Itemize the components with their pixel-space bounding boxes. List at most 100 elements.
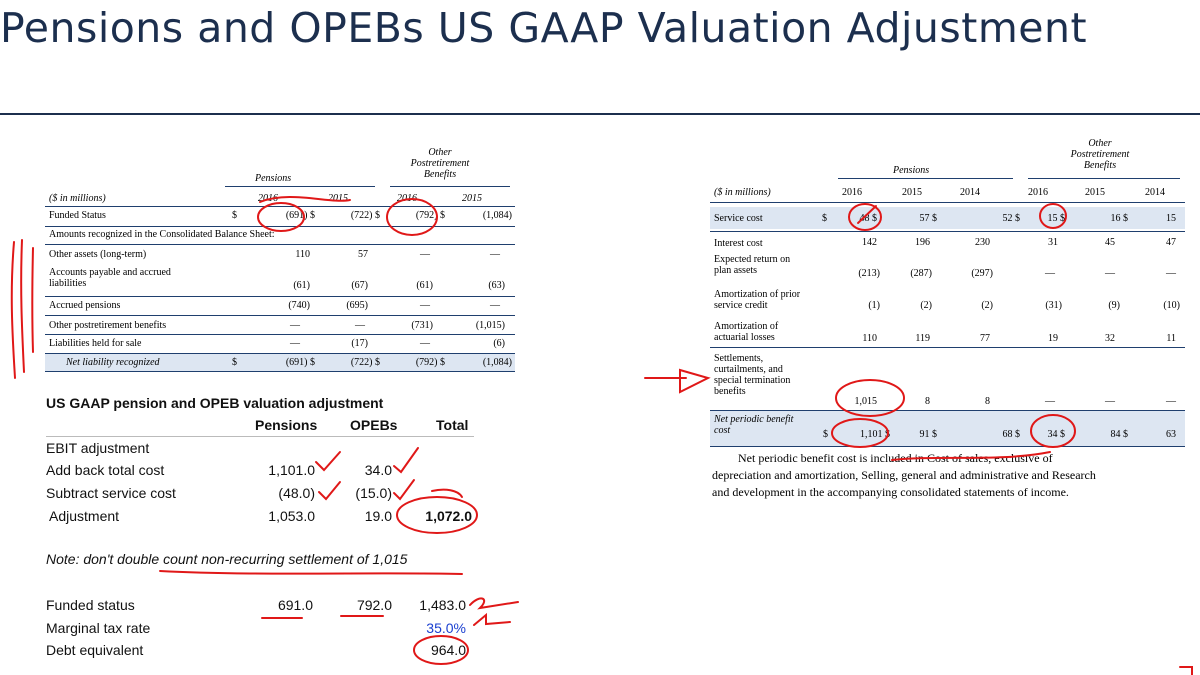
cell: (61)	[293, 280, 310, 291]
cell: (9)	[1108, 300, 1120, 311]
title-rule	[0, 113, 1200, 115]
cell: 52 $	[1002, 213, 1021, 224]
cell: 31	[1048, 237, 1058, 248]
cell: (1,084)	[482, 210, 512, 221]
cell: —	[420, 249, 430, 260]
row-rule	[45, 296, 515, 297]
net-cost-row-bg	[710, 410, 1185, 446]
row-label: Subtract service cost	[46, 485, 176, 501]
cell: (297)	[971, 268, 993, 279]
cell: (691) $	[285, 210, 315, 221]
cell: (1,084)	[482, 357, 512, 368]
cell: 1,101 $	[860, 429, 890, 440]
bracket-mark	[31, 247, 34, 353]
cell: (792) $	[415, 357, 445, 368]
cell: 57 $	[919, 213, 938, 224]
row-rule	[710, 410, 1185, 411]
year-header: 2014	[1145, 187, 1165, 198]
cell: 19.0	[364, 508, 392, 524]
settlement-note: Note: don't double count non-recurring s…	[46, 551, 408, 567]
cell: —	[1045, 268, 1055, 279]
cell: $	[822, 213, 827, 224]
header-rule	[390, 186, 510, 187]
year-header: 2014	[960, 187, 980, 198]
cell: —	[420, 338, 430, 349]
row-label: Add back total cost	[46, 462, 165, 478]
row-rule	[710, 446, 1185, 447]
row-label: Settlements, curtailments, and special t…	[714, 353, 790, 397]
row-rule	[45, 334, 515, 335]
unit-label: ($ in millions)	[49, 193, 106, 204]
corner-mark	[1179, 666, 1193, 675]
row-label-line: benefits	[714, 386, 746, 397]
header-line: Other	[428, 147, 452, 158]
row-label: Accounts payable and accrued liabilities	[49, 267, 171, 289]
row-rule	[710, 347, 1185, 348]
cell: 15 $	[1047, 213, 1066, 224]
row-label-line: special termination	[714, 375, 791, 386]
row-label-line: Amortization of	[714, 321, 779, 332]
year-header: 2015	[902, 187, 922, 198]
column-header-opebs: OPEBs	[350, 417, 398, 433]
row-label-line: Settlements,	[714, 353, 764, 364]
header-line: Benefits	[423, 169, 457, 180]
cell: 77	[980, 333, 990, 344]
cell: (2)	[920, 300, 932, 311]
row-rule	[45, 315, 515, 316]
row-label-line: liabilities	[49, 278, 87, 289]
row-label-line: curtailments, and	[714, 364, 783, 375]
column-header-total: Total	[436, 417, 469, 433]
unit-label: ($ in millions)	[714, 187, 771, 198]
row-label-line: Net periodic benefit	[714, 414, 794, 425]
row-label: Other assets (long-term)	[49, 249, 147, 260]
cell: 1,053.0	[268, 508, 315, 524]
cell: 91 $	[919, 429, 938, 440]
cell: 1,101.0	[268, 462, 315, 478]
row-rule	[710, 202, 1185, 203]
row-label-line: actuarial losses	[714, 332, 775, 343]
cell: $	[232, 210, 237, 221]
cell: 119	[915, 333, 930, 344]
other-benefits-header: Other Postretirement Benefits	[395, 147, 485, 180]
cell: (1)	[868, 300, 880, 311]
header-rule	[46, 436, 474, 437]
row-label: Marginal tax rate	[46, 620, 151, 636]
cell: $	[232, 357, 237, 368]
cell: —	[355, 320, 365, 331]
slide-title: Pensions and OPEBs US GAAP Valuation Adj…	[0, 4, 1088, 52]
cell: 57	[358, 249, 368, 260]
cell: (740)	[288, 300, 310, 311]
row-rule	[45, 226, 515, 227]
cell: (691) $	[285, 357, 315, 368]
cell: —	[490, 300, 500, 311]
row-rule	[45, 371, 515, 372]
cell: 15	[1166, 213, 1176, 224]
arrow-mark	[473, 612, 511, 626]
pensions-header: Pensions	[893, 165, 930, 176]
cell: —	[290, 320, 300, 331]
header-rule	[1028, 178, 1180, 179]
other-benefits-header: Other Postretirement Benefits	[1055, 138, 1145, 171]
bracket-mark	[10, 241, 16, 379]
tick-mark	[431, 488, 463, 498]
cell: (63)	[488, 280, 505, 291]
column-header-pensions: Pensions	[255, 417, 318, 433]
cell: (6)	[493, 338, 505, 349]
year-header: 2016	[842, 187, 862, 198]
check-mark	[393, 479, 415, 501]
cell: (731)	[411, 320, 433, 331]
cell: (48.0)	[278, 485, 315, 501]
cell: 8	[925, 396, 930, 407]
cell: 1,015	[854, 396, 878, 407]
row-label: Expected return on plan assets	[714, 254, 790, 276]
bracket-mark	[20, 239, 25, 373]
row-label: Amortization of actuarial losses	[714, 321, 778, 343]
cell: 19	[1048, 333, 1058, 344]
cell: 45	[1105, 237, 1115, 248]
row-label-line: plan assets	[714, 265, 758, 276]
footnote-line: depreciation and amortization, Selling, …	[712, 468, 1096, 482]
header-rule	[838, 178, 1013, 179]
cell: 8	[985, 396, 990, 407]
cell: 34.0	[364, 462, 392, 478]
cell: —	[1166, 396, 1176, 407]
